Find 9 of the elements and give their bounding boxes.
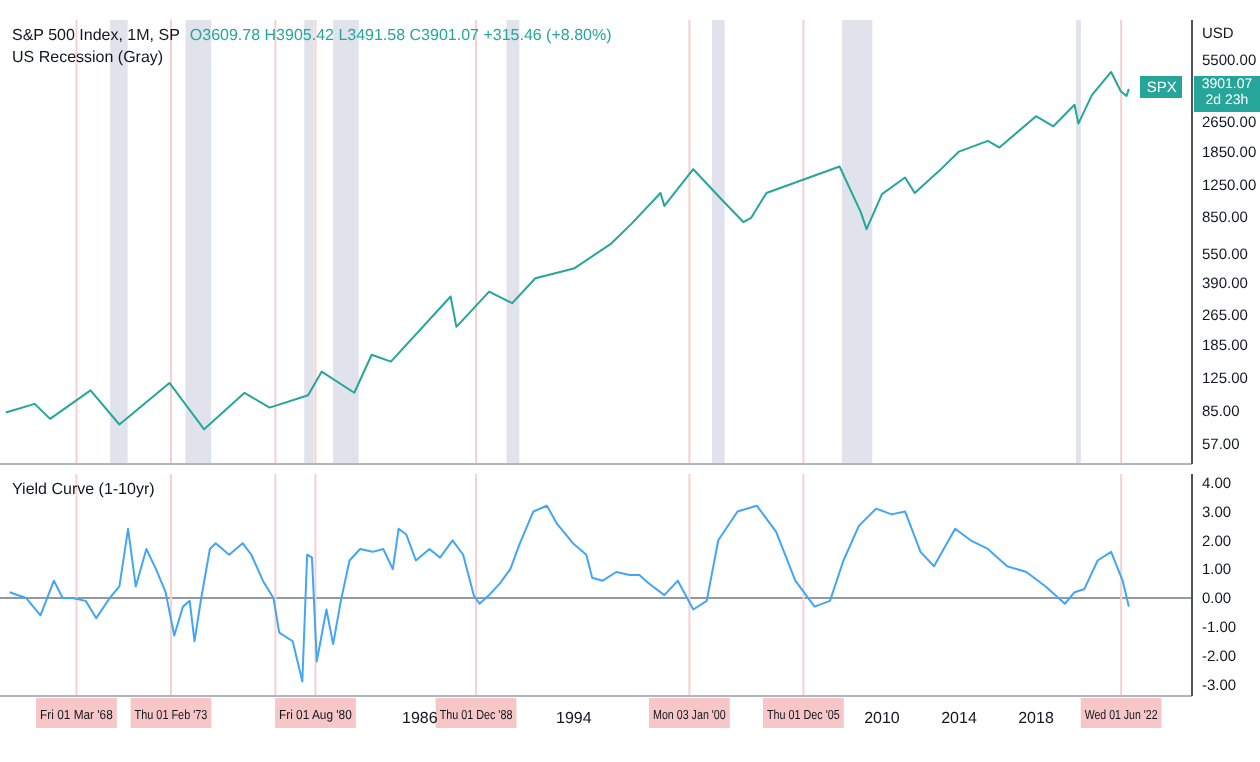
- chart-title: Yield Curve (1-10yr): [12, 480, 155, 498]
- x-tick-label: 1994: [556, 709, 593, 728]
- x-tick-label: 2014: [941, 709, 978, 728]
- chart-subtitle: O3609.78 H3905.42 L3491.58 C3901.07 +315.46 (+8.80%): [189, 26, 612, 44]
- x-tick-label: 2018: [1018, 709, 1055, 728]
- annotation: US Recession (Gray): [12, 46, 166, 68]
- x-tick-label: 1986: [402, 709, 439, 728]
- x-tick-label: 2010: [864, 709, 901, 728]
- chart-title: S&P 500 Index, 1M, SP: [12, 26, 180, 44]
